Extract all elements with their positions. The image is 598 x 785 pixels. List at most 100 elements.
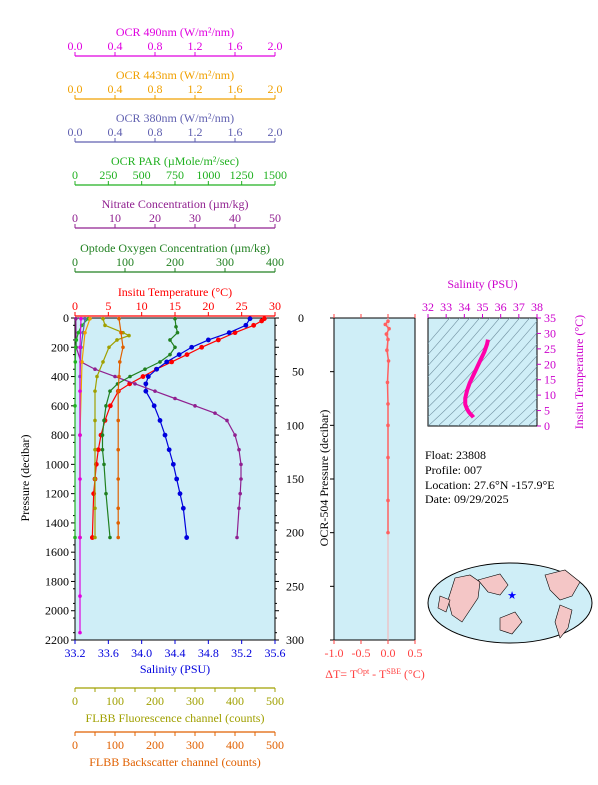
y-tick-label: 400: [51, 370, 69, 384]
top-axis-tick-label: 1.2: [188, 82, 203, 96]
data-point: [78, 433, 82, 437]
data-point: [174, 324, 178, 329]
data-point: [384, 332, 389, 336]
top-axis-tick-label: 30: [269, 299, 281, 313]
data-point: [100, 433, 105, 437]
data-point: [386, 319, 390, 324]
data-point: [117, 316, 121, 321]
y-tick-label: 0: [63, 311, 69, 325]
top-axis-title: OCR 490nm (W/m²/nm): [116, 25, 234, 39]
data-point: [235, 535, 239, 540]
delta-t-plot-area: [333, 317, 416, 641]
x-tick-label: 0.5: [408, 646, 423, 660]
data-point: [193, 404, 197, 408]
data-point: [115, 338, 119, 342]
y-tick-label: 25: [544, 342, 556, 356]
y-tick-label: 250: [286, 579, 304, 593]
bottom-axis-tick-label: 34.4: [165, 646, 186, 660]
data-point: [104, 404, 108, 408]
data-point: [78, 477, 82, 481]
y-axis-title: Insitu Temperature (°C): [572, 315, 586, 429]
bottom-axis-title: FLBB Backscatter channel (counts): [89, 755, 261, 769]
data-point: [386, 423, 390, 428]
top-axis-tick-label: 250: [99, 168, 117, 182]
data-point: [116, 477, 120, 481]
bottom-axis-tick-label: 300: [186, 694, 204, 708]
ts-curve: [463, 339, 490, 419]
data-point: [103, 323, 107, 328]
top-axis-tick-label: 400: [266, 255, 284, 269]
top-axis-tick-label: 750: [166, 168, 184, 182]
x-tick-label: 37: [513, 300, 525, 314]
data-point: [93, 506, 97, 511]
map-landmass: [477, 573, 509, 596]
top-axis-title: OCR 380nm (W/m²/nm): [116, 111, 234, 125]
data-point: [168, 338, 172, 342]
y-tick-label: 150: [286, 472, 304, 486]
data-point: [237, 506, 241, 511]
map-landmass: [544, 569, 581, 601]
data-point: [73, 360, 78, 364]
top-axis-tick-label: 20: [202, 299, 214, 313]
data-point: [233, 433, 237, 437]
data-point: [232, 330, 238, 336]
data-point: [78, 389, 82, 393]
x-tick-label: 38: [531, 300, 543, 314]
data-point: [108, 389, 112, 393]
density-contour: [428, 318, 520, 418]
data-point: [102, 462, 106, 467]
bottom-axis-tick-label: 400: [226, 694, 244, 708]
data-point: [95, 447, 101, 453]
top-axis-tick-label: 0: [72, 255, 78, 269]
top-axis-tick-label: 0.0: [68, 125, 83, 139]
data-point: [93, 535, 97, 540]
density-contour: [457, 343, 537, 426]
data-point: [79, 316, 83, 321]
x-tick-label: -1.0: [325, 646, 344, 660]
data-point: [174, 476, 180, 482]
data-point: [173, 396, 177, 401]
top-axis-tick-label: 25: [236, 299, 248, 313]
data-point: [143, 388, 149, 394]
data-point: [226, 330, 232, 336]
data-point: [386, 359, 391, 363]
top-axis-tick-label: 30: [189, 211, 201, 225]
y-tick-label: 100: [286, 418, 304, 432]
y-tick-label: 35: [544, 311, 556, 325]
y-tick-label: 1400: [45, 516, 69, 530]
data-point: [386, 498, 390, 503]
data-point: [387, 326, 391, 331]
density-contour: [428, 318, 450, 344]
top-axis-tick-label: 1.6: [228, 82, 243, 96]
data-point: [76, 330, 81, 335]
float-location-marker: ★: [507, 590, 517, 602]
top-axis-title: OCR PAR (µMole/m²/sec): [111, 154, 239, 168]
data-point: [153, 389, 157, 393]
y-tick-label: 200: [286, 526, 304, 540]
data-point: [385, 348, 389, 353]
y-tick-label: 1800: [45, 574, 69, 588]
top-axis-tick-label: 0.4: [108, 39, 123, 53]
data-point: [177, 491, 183, 497]
x-tick-label: 0.0: [381, 646, 396, 660]
data-point: [78, 345, 82, 350]
data-point: [78, 535, 82, 540]
data-point: [386, 455, 390, 460]
density-contour: [428, 318, 510, 408]
data-point: [83, 316, 87, 321]
top-axis-tick-label: 0.0: [68, 39, 83, 53]
x-tick-label: 36: [495, 300, 507, 314]
map-landmass: [499, 611, 523, 635]
y-tick-label: 1000: [45, 457, 69, 471]
bottom-axis-tick-label: 33.2: [65, 646, 86, 660]
series-line: [79, 318, 82, 633]
data-point: [116, 447, 120, 452]
data-point: [247, 316, 253, 322]
top-axis-tick-label: 0.0: [68, 82, 83, 96]
top-axis-tick-label: 100: [116, 255, 134, 269]
density-contour: [497, 387, 537, 426]
bottom-axis-tick-label: 200: [146, 738, 164, 752]
top-axis-tick-label: 1.2: [188, 39, 203, 53]
bottom-axis-tick-label: 500: [266, 694, 284, 708]
top-axis-tick-label: 1500: [263, 168, 287, 182]
